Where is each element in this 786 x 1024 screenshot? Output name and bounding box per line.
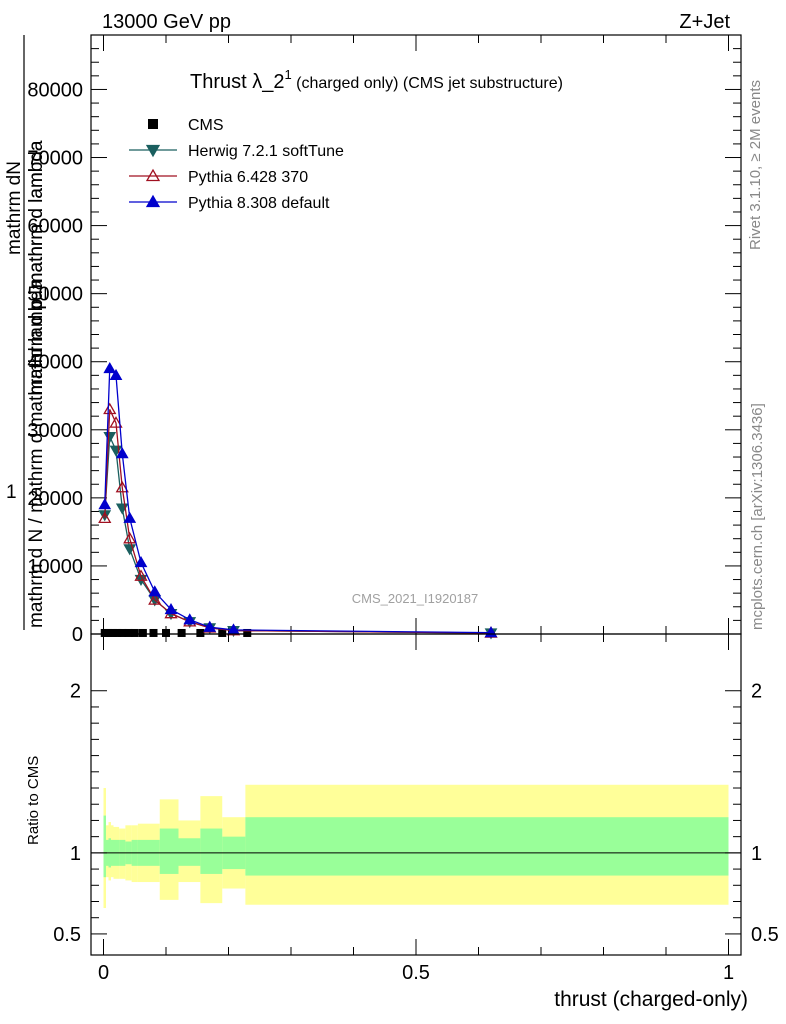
x-tick-label: 1	[723, 962, 734, 984]
y-axis-label-mid: mathrm d p_mathrm d lambda	[26, 140, 47, 395]
series-point-3	[98, 498, 112, 510]
ratio-y-tick-label-right: 1	[751, 843, 762, 865]
y-tick-label: 30000	[27, 420, 83, 442]
cms-data-point	[118, 628, 127, 637]
ratio-y-tick-label-right: 0.5	[751, 924, 779, 946]
series-point-2	[123, 531, 137, 544]
ratio-panel: 0.5 0.5 1 1 2 2 0 0.5 1	[53, 633, 779, 984]
cms-data-point	[138, 628, 147, 637]
chart-title-sup: 1	[284, 67, 291, 82]
process-label: Z+Jet	[679, 11, 730, 33]
chart-title-main: Thrust λ_2	[190, 71, 284, 93]
legend-label: CMS	[188, 117, 224, 134]
legend-label: Herwig 7.2.1 softTune	[188, 143, 344, 160]
series-point-2	[103, 402, 117, 415]
ratio-band-green	[200, 828, 223, 874]
y-tick-label: 0	[72, 624, 83, 646]
cms-data-point	[104, 628, 113, 637]
legend-marker	[145, 168, 161, 182]
ratio-y-tick-label-right: 2	[751, 681, 762, 703]
cms-data-point	[243, 628, 252, 637]
series-point-3	[203, 620, 217, 632]
x-axis-label: thrust (charged-only)	[554, 988, 748, 1011]
legend-label: Pythia 8.308 default	[188, 195, 330, 212]
series-point-3	[148, 585, 162, 597]
series-point-3	[123, 511, 137, 523]
y-tick-label: 40000	[27, 352, 83, 374]
legend-label: Pythia 6.428 370	[188, 169, 308, 186]
cms-data-point	[218, 628, 227, 637]
series-point-3	[109, 368, 123, 380]
energy-label: 13000 GeV pp	[102, 11, 231, 33]
ratio-y-tick-label-left: 2	[70, 681, 81, 703]
ratio-y-tick-label-left: 0.5	[53, 924, 81, 946]
cms-data-point	[130, 628, 139, 637]
series-point-3	[164, 602, 178, 615]
ratio-y-tick-label-left: 1	[70, 843, 81, 865]
series-point-3	[103, 362, 117, 374]
cms-data-point	[177, 628, 186, 637]
y-axis-label-mid2: mathrm d p_mathrm d lambda	[26, 140, 47, 395]
cms-data-point	[196, 628, 205, 637]
y-tick-label: 80000	[27, 79, 83, 101]
cms-data-point	[113, 628, 122, 637]
ratio-band-green	[245, 817, 729, 876]
ratio-band-green	[178, 838, 201, 866]
ratio-band-green	[159, 828, 179, 874]
analysis-watermark: CMS_2021_I1920187	[352, 591, 479, 606]
x-tick-label: 0	[98, 962, 109, 984]
series-point-3	[183, 613, 197, 625]
series-point-3	[134, 556, 148, 568]
series-point-2	[134, 569, 148, 581]
y-tick-label: 60000	[27, 216, 83, 238]
series-point-2	[148, 593, 162, 605]
series-point-2	[109, 416, 123, 428]
x-tick-label: 0.5	[402, 962, 430, 984]
rivet-label: Rivet 3.1.10, ≥ 2M events	[747, 80, 764, 250]
cms-data-point	[162, 628, 170, 637]
series-point-2	[98, 511, 112, 524]
legend-marker	[145, 194, 161, 208]
ratio-band-green	[103, 815, 106, 878]
y-tick-label: 10000	[27, 556, 83, 578]
y-axis-label-top: mathrm dN	[4, 161, 25, 255]
y-tick-label: 20000	[27, 488, 83, 510]
main-panel: 0 10000 20000 30000 40000 50000 60000 70000 8000…	[27, 34, 742, 646]
cms-data-point	[124, 628, 133, 637]
y-tick-label: 50000	[27, 284, 83, 306]
legend-marker-cms	[148, 119, 158, 129]
ratio-y-label: Ratio to CMS	[25, 756, 42, 845]
cms-data-point	[108, 628, 117, 637]
y-tick-label: 70000	[27, 148, 83, 170]
y-axis-label-one: 1	[6, 482, 17, 503]
series-point-1	[103, 431, 117, 444]
legend-marker	[145, 144, 161, 158]
chart-title-rest: (charged only) (CMS jet substructure)	[292, 75, 563, 92]
series-point-3	[115, 447, 129, 459]
mcplots-label: mcplots.cern.ch [arXiv:1306.3436]	[749, 403, 766, 630]
chart-title: Thrust λ_21 (charged only) (CMS jet subs…	[190, 67, 563, 93]
y-axis-label-bottom: mathrm d N / mathrm d mathrm d lambda	[26, 279, 47, 628]
series-point-2	[115, 480, 129, 493]
cms-data-point	[149, 628, 158, 637]
